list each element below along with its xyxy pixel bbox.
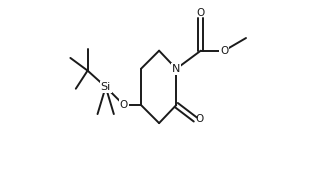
Text: Si: Si — [100, 82, 111, 92]
Text: O: O — [120, 100, 128, 110]
Text: O: O — [195, 115, 204, 125]
Text: N: N — [172, 64, 180, 74]
Text: O: O — [196, 8, 205, 18]
Text: O: O — [220, 46, 228, 56]
